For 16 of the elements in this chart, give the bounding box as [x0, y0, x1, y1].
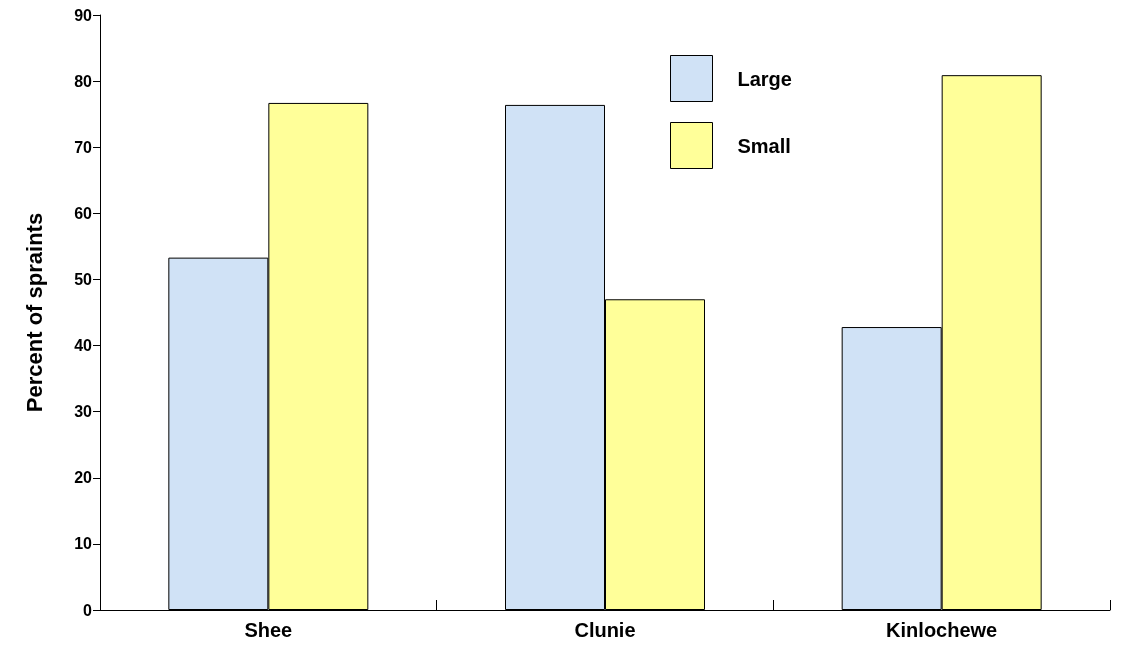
y-tick-label: 40: [74, 337, 93, 355]
y-tick-label: 20: [74, 469, 93, 487]
y-tick-label: 80: [74, 72, 93, 90]
y-tick-label: 60: [74, 204, 93, 222]
y-tick-label: 50: [74, 270, 93, 288]
x-tick-label: Clunie: [574, 619, 636, 641]
y-tick-label: 30: [74, 403, 93, 421]
legend-label: Large: [737, 67, 792, 90]
y-tick-label: 70: [74, 138, 93, 156]
x-tick-label: Kinlochewe: [886, 619, 998, 641]
x-tick-label: Shee: [244, 619, 293, 641]
legend-label: Small: [737, 134, 791, 157]
y-tick-label: 0: [83, 601, 93, 619]
y-tick-label: 90: [74, 6, 93, 24]
y-tick-label: 10: [74, 535, 93, 553]
y-axis-title: Percent of spraints: [21, 212, 47, 413]
